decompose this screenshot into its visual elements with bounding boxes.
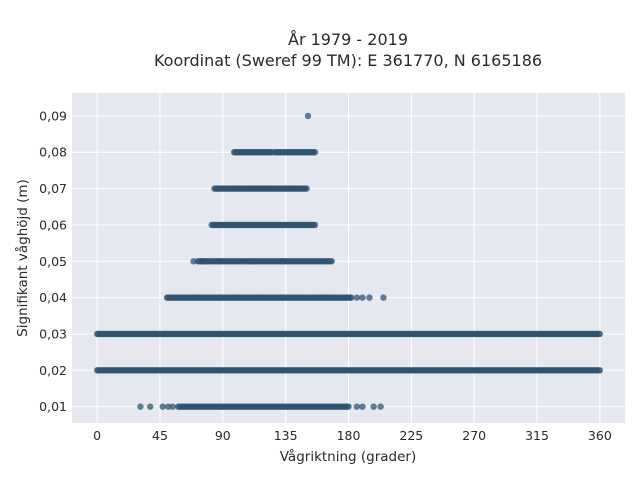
y-tick-label: 0,04: [39, 290, 67, 305]
x-tick-label: 135: [274, 428, 298, 443]
y-tick-label: 0,08: [39, 145, 67, 160]
y-tick-label: 0,06: [39, 217, 67, 232]
data-point: [198, 258, 206, 265]
data-point: [596, 330, 604, 338]
chart-title: År 1979 - 2019: [288, 30, 408, 49]
data-point: [304, 112, 312, 120]
data-point: [370, 403, 377, 410]
data-point: [377, 403, 384, 410]
y-tick-label: 0,05: [39, 254, 67, 269]
x-axis-label: Vågriktning (grader): [280, 448, 417, 465]
x-tick-label: 315: [525, 428, 549, 443]
data-point: [359, 403, 366, 410]
x-tick-label: 180: [337, 428, 361, 443]
x-tick-label: 270: [462, 428, 486, 443]
data-point: [147, 403, 154, 410]
data-point: [328, 258, 335, 265]
y-tick-label: 0,01: [39, 399, 67, 414]
x-tick-label: 0: [93, 428, 101, 443]
data-point: [380, 294, 387, 301]
data-point: [353, 403, 361, 410]
x-tick-label: 90: [215, 428, 231, 443]
x-tick-label: 360: [588, 428, 612, 443]
data-point: [190, 258, 197, 265]
tick-labels: 0 45 90 135 180 225 270 315 360 0,01 0,02 0,03 0,04 0…: [39, 108, 612, 443]
data-point: [137, 403, 144, 410]
data-points: [93, 112, 604, 410]
y-tick-label: 0,07: [39, 181, 67, 196]
y-tick-label: 0,02: [39, 363, 67, 378]
x-tick-label: 225: [399, 428, 423, 443]
data-point: [311, 149, 319, 156]
data-point: [311, 221, 319, 229]
chart-subtitle: Koordinat (Sweref 99 TM): E 361770, N 61…: [154, 51, 542, 70]
data-point: [348, 294, 355, 301]
y-tick-label: 0,03: [39, 326, 67, 341]
y-axis-label: Signifikant våghöjd (m): [14, 179, 31, 337]
data-point: [353, 294, 361, 301]
data-point: [159, 403, 166, 410]
data-point: [596, 367, 604, 374]
data-point: [303, 185, 310, 192]
data-point: [359, 294, 366, 301]
x-tick-label: 45: [152, 428, 168, 443]
data-point: [169, 403, 176, 410]
data-point: [345, 403, 352, 410]
y-tick-label: 0,09: [39, 108, 67, 123]
data-point: [366, 294, 373, 301]
